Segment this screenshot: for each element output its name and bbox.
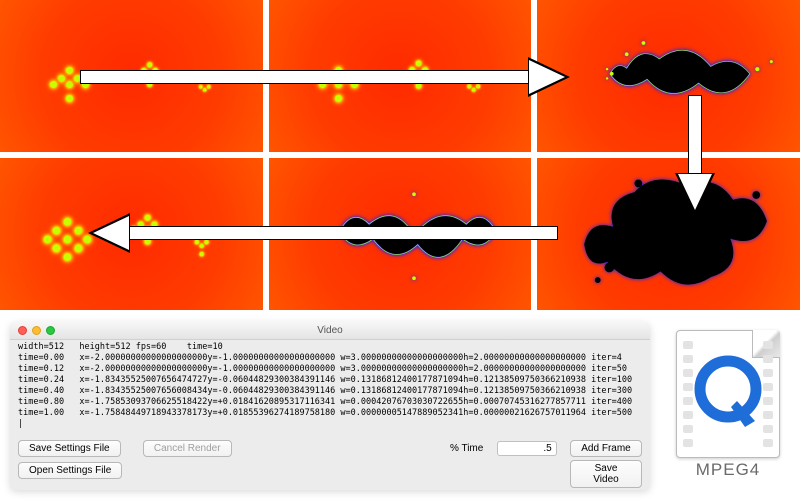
log-line: time=1.00 x=-1.75848449718943378173y=+0.…	[18, 408, 632, 418]
time-percent-label: % Time	[450, 443, 483, 454]
cancel-render-button[interactable]: Cancel Render	[143, 440, 232, 457]
save-video-button[interactable]: Save Video	[570, 460, 642, 488]
mpeg4-file-icon: MPEG4	[668, 330, 788, 490]
log-line: time=0.00 x=-2.00000000000000000000y=-1.…	[18, 353, 622, 363]
render-log: width=512 height=512 fps=60 time=10 time…	[10, 340, 650, 428]
file-type-label: MPEG4	[668, 460, 788, 480]
window-title: Video	[10, 325, 650, 336]
log-line: time=0.40 x=-1.83435525007656008434y=-0.…	[18, 386, 632, 396]
log-header: width=512 height=512 fps=60 time=10	[18, 342, 223, 352]
quicktime-q-icon	[677, 353, 779, 436]
log-line: time=0.24 x=-1.83435525007656474727y=-0.…	[18, 375, 632, 385]
window-titlebar: Video	[10, 322, 650, 340]
video-settings-window: Video width=512 height=512 fps=60 time=1…	[10, 322, 650, 490]
log-line: time=0.12 x=-2.00000000000000000000y=-1.…	[18, 364, 627, 374]
arrow-left-icon	[88, 218, 558, 248]
fractal-panel-3	[537, 0, 800, 152]
fractal-panel-4	[537, 158, 800, 310]
arrow-right-icon	[80, 62, 570, 92]
open-settings-button[interactable]: Open Settings File	[18, 462, 122, 479]
document-icon	[676, 330, 780, 458]
fractal-sequence-grid	[0, 0, 800, 310]
arrow-down-icon	[680, 95, 710, 215]
time-percent-input[interactable]: .5	[497, 441, 557, 456]
log-line: time=0.80 x=-1.75853093706625518422y=+0.…	[18, 397, 632, 407]
window-controls: Save Settings File Cancel Render Open Se…	[18, 434, 642, 484]
save-settings-button[interactable]: Save Settings File	[18, 440, 121, 457]
log-cursor: |	[18, 419, 23, 428]
add-frame-button[interactable]: Add Frame	[570, 440, 642, 457]
